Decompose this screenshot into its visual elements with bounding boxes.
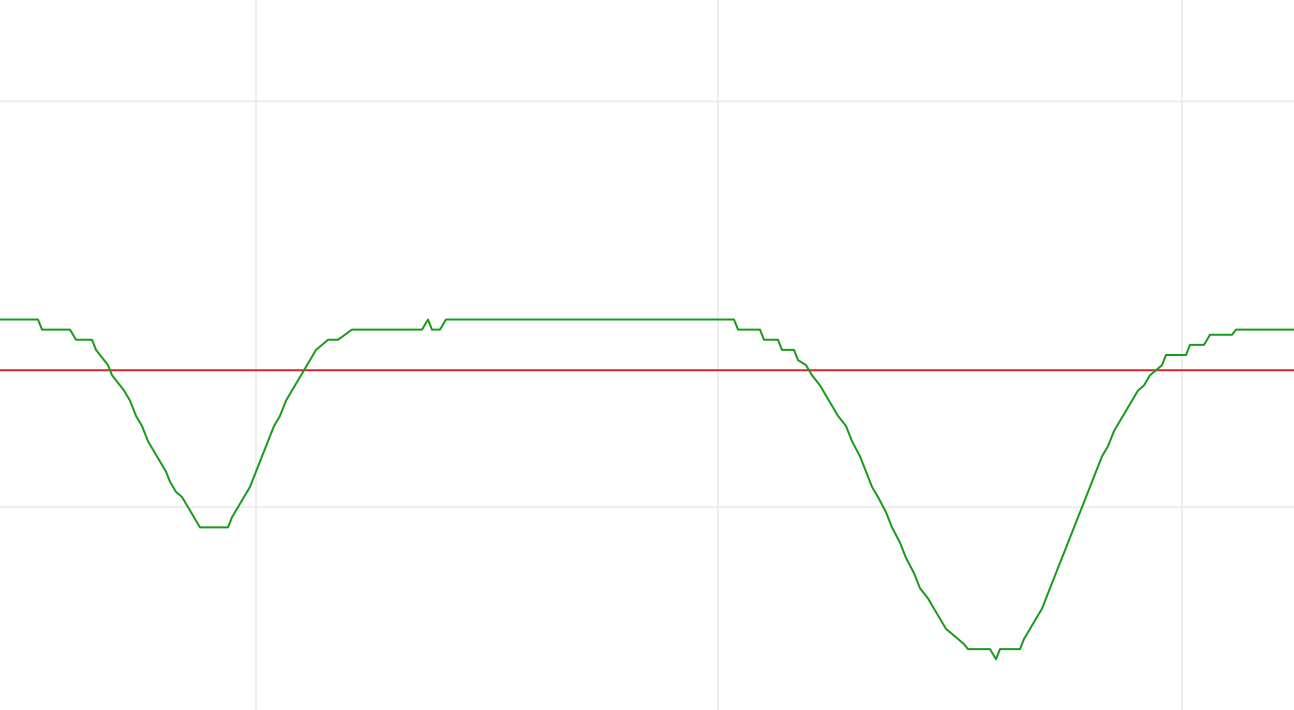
signal-series-line: [0, 318, 1294, 661]
series-lines: [0, 318, 1294, 661]
